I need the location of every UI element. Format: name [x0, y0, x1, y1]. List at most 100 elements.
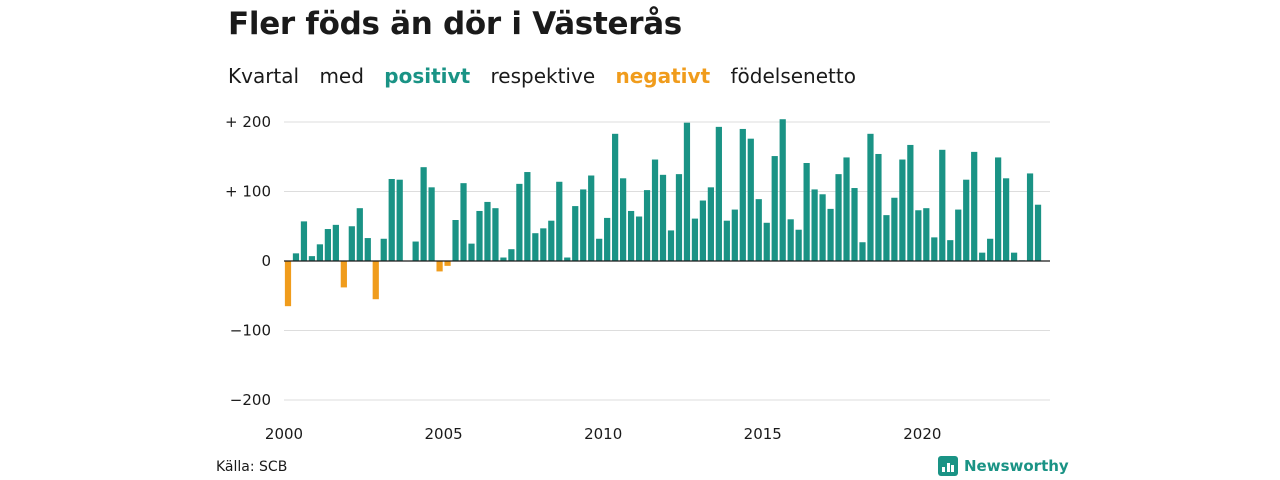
x-tick-label: 2020 — [903, 425, 941, 443]
subtitle-negative-legend: negativt — [615, 64, 711, 88]
bars — [284, 119, 1042, 307]
bar-positive — [332, 224, 339, 261]
bar-positive — [667, 230, 675, 261]
bar-positive — [907, 144, 914, 261]
bar-positive — [891, 197, 898, 261]
y-tick-label: + 100 — [225, 183, 271, 201]
bar-positive — [596, 238, 603, 261]
bar-negative — [444, 261, 451, 266]
bar-positive — [468, 243, 475, 262]
bar-positive — [348, 226, 355, 261]
bar-positive — [356, 208, 363, 261]
bar-positive — [548, 220, 555, 261]
bar-positive — [899, 159, 906, 261]
bar-positive — [707, 187, 714, 261]
bar-positive — [316, 244, 324, 261]
bar-positive — [388, 178, 395, 261]
bar-negative — [340, 261, 347, 288]
bar-positive — [995, 157, 1002, 261]
bar-positive — [524, 172, 531, 261]
bar-positive — [987, 238, 994, 261]
y-tick-label: −200 — [230, 391, 271, 409]
bar-positive — [859, 242, 866, 261]
bar-positive — [763, 222, 770, 261]
bar-positive — [963, 179, 970, 261]
bar-positive — [699, 200, 707, 261]
bar-positive — [380, 238, 387, 261]
bar-positive — [604, 217, 611, 261]
bar-positive — [867, 133, 874, 261]
bar-positive — [875, 153, 882, 261]
bar-positive — [1026, 173, 1034, 261]
x-tick-label: 2000 — [265, 425, 303, 443]
bar-positive — [580, 189, 587, 261]
source-note: Källa: SCB — [216, 459, 288, 475]
bar-positive — [1003, 178, 1010, 261]
bar-positive — [324, 229, 331, 261]
brand: Newsworthy — [938, 456, 1069, 476]
newsworthy-logo-icon — [938, 456, 958, 476]
bar-positive — [588, 175, 595, 261]
bar-positive — [1034, 204, 1042, 261]
bar-positive — [620, 178, 627, 261]
bar-positive — [883, 215, 890, 261]
x-axis-ticks: 2000 2005 2010 2015 2020 — [265, 425, 942, 443]
bar-positive — [923, 208, 930, 261]
bar-positive — [939, 149, 946, 261]
bar-positive — [635, 216, 643, 261]
x-tick-label: 2015 — [744, 425, 782, 443]
bar-positive — [452, 220, 459, 261]
bar-positive — [715, 126, 722, 262]
bar-positive — [683, 122, 691, 261]
bar-positive — [492, 208, 499, 261]
bar-positive — [723, 220, 730, 261]
bar-positive — [460, 183, 467, 261]
bar-positive — [627, 210, 635, 261]
subtitle-part-fodelsenetto: födelsenetto — [730, 64, 856, 88]
subtitle-positive-legend: positivt — [384, 64, 471, 88]
bar-positive — [556, 181, 563, 261]
bar-positive — [979, 252, 986, 261]
y-tick-label: 0 — [261, 252, 271, 270]
bar-positive — [500, 257, 507, 261]
bar-positive — [915, 210, 922, 261]
bar-positive — [747, 138, 754, 261]
bar-positive — [843, 157, 850, 261]
bar-positive — [955, 209, 962, 261]
bar-positive — [508, 249, 515, 261]
bar-negative — [436, 261, 443, 272]
brand-name: Newsworthy — [964, 457, 1069, 475]
bar-negative — [284, 261, 292, 307]
bar-positive — [651, 159, 659, 261]
bar-positive — [739, 128, 746, 261]
bar-positive — [795, 229, 802, 261]
bar-positive — [300, 221, 308, 261]
chart-subtitle: Kvartal med positivt respektive negativt… — [228, 64, 870, 88]
subtitle-part-med: med — [319, 64, 364, 88]
subtitle-part-kvartal: Kvartal — [228, 64, 300, 88]
bar-positive — [771, 156, 778, 261]
bar-positive — [564, 257, 571, 261]
bar-positive — [476, 210, 483, 261]
bar-positive — [612, 133, 619, 261]
bar-positive — [931, 237, 938, 261]
bar-positive — [787, 219, 794, 261]
bar-positive — [691, 218, 699, 261]
bar-positive — [484, 201, 491, 261]
bar-positive — [420, 167, 427, 261]
bar-positive — [803, 163, 810, 261]
bar-positive — [827, 208, 834, 261]
bar-positive — [675, 174, 683, 262]
bar-positive — [811, 189, 818, 261]
bar-positive — [947, 240, 954, 261]
bar-positive — [659, 174, 667, 261]
bar-positive — [364, 238, 371, 261]
bar-positive — [643, 190, 651, 261]
y-tick-label: + 200 — [225, 113, 271, 131]
bar-positive — [779, 119, 786, 261]
bar-positive — [835, 174, 842, 262]
gridlines — [284, 121, 1050, 401]
bar-positive — [540, 228, 547, 261]
bar-positive — [572, 206, 579, 261]
